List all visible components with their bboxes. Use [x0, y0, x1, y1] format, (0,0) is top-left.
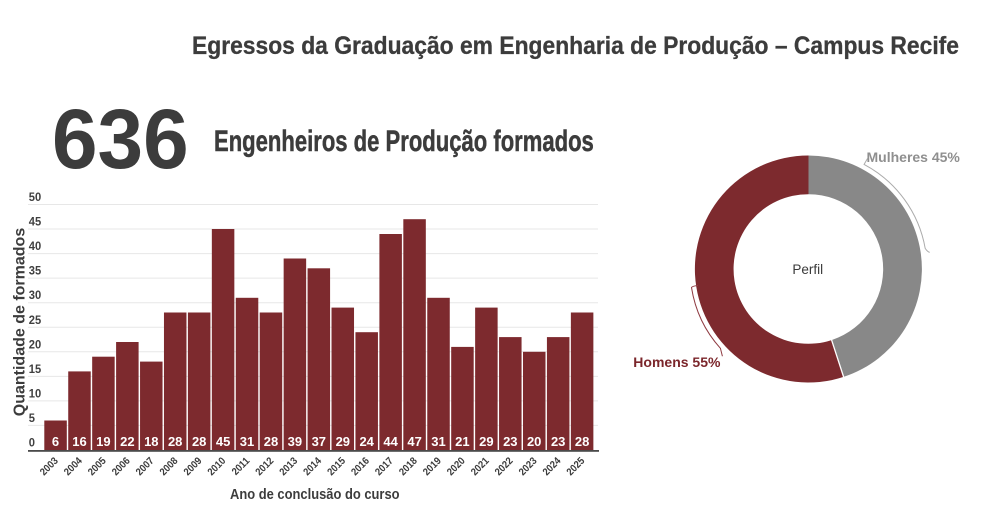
svg-text:6: 6: [52, 434, 59, 449]
svg-text:22: 22: [120, 434, 134, 449]
svg-text:44: 44: [383, 434, 398, 449]
svg-text:23: 23: [551, 434, 565, 449]
svg-text:21: 21: [455, 434, 469, 449]
svg-text:24: 24: [359, 434, 374, 449]
svg-text:18: 18: [144, 434, 158, 449]
svg-text:45: 45: [216, 434, 230, 449]
svg-text:15: 15: [29, 362, 42, 376]
svg-text:2025: 2025: [565, 455, 588, 478]
svg-text:35: 35: [29, 264, 42, 278]
svg-text:31: 31: [431, 434, 445, 449]
svg-text:2011: 2011: [230, 455, 253, 478]
svg-text:2014: 2014: [301, 455, 324, 478]
svg-text:2023: 2023: [517, 455, 540, 478]
svg-text:2006: 2006: [110, 455, 133, 478]
svg-text:50: 50: [29, 191, 42, 205]
svg-text:10: 10: [29, 387, 42, 401]
svg-text:2022: 2022: [493, 455, 516, 478]
svg-text:30: 30: [29, 289, 42, 303]
svg-text:5: 5: [29, 411, 36, 425]
svg-text:2003: 2003: [38, 455, 61, 478]
svg-text:2020: 2020: [445, 455, 468, 478]
svg-text:2008: 2008: [158, 455, 181, 478]
svg-text:2012: 2012: [254, 455, 277, 478]
svg-text:28: 28: [192, 434, 206, 449]
svg-text:31: 31: [240, 434, 254, 449]
svg-text:2005: 2005: [86, 455, 109, 478]
svg-text:39: 39: [288, 434, 302, 449]
svg-text:0: 0: [29, 436, 36, 450]
svg-text:2019: 2019: [421, 455, 444, 478]
svg-text:28: 28: [168, 434, 182, 449]
svg-text:2021: 2021: [469, 455, 492, 478]
svg-text:40: 40: [29, 240, 42, 254]
svg-text:20: 20: [527, 434, 541, 449]
svg-text:28: 28: [575, 434, 589, 449]
svg-text:Mulheres 45%: Mulheres 45%: [867, 149, 961, 165]
svg-text:19: 19: [96, 434, 110, 449]
svg-text:37: 37: [312, 434, 326, 449]
svg-text:Perfil: Perfil: [792, 262, 823, 277]
svg-text:Quantidade de formados: Quantidade de formados: [12, 228, 29, 417]
svg-text:2018: 2018: [397, 455, 420, 478]
svg-text:2024: 2024: [541, 455, 564, 478]
svg-text:Ano de conclusão do curso: Ano de conclusão do curso: [230, 485, 400, 502]
svg-text:28: 28: [264, 434, 278, 449]
svg-text:2016: 2016: [349, 455, 372, 478]
svg-text:2017: 2017: [373, 455, 396, 478]
svg-text:47: 47: [407, 434, 421, 449]
svg-text:Homens 55%: Homens 55%: [633, 354, 721, 370]
svg-text:29: 29: [336, 434, 350, 449]
svg-text:2015: 2015: [325, 455, 348, 478]
svg-text:2004: 2004: [62, 455, 85, 478]
svg-text:20: 20: [29, 338, 42, 352]
svg-text:2013: 2013: [277, 455, 300, 478]
svg-text:2007: 2007: [134, 455, 157, 478]
svg-text:45: 45: [29, 215, 42, 229]
svg-text:25: 25: [29, 313, 42, 327]
svg-text:29: 29: [479, 434, 493, 449]
svg-text:2009: 2009: [182, 455, 205, 478]
svg-text:2010: 2010: [206, 455, 229, 478]
svg-text:16: 16: [72, 434, 86, 449]
svg-text:23: 23: [503, 434, 517, 449]
